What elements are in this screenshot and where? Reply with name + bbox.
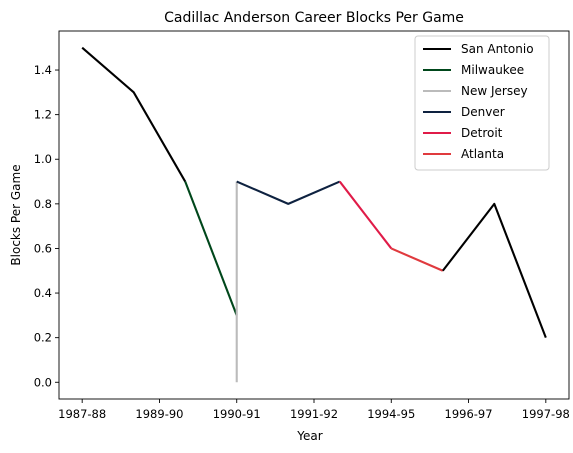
y-tick-label: 0.2 (34, 331, 52, 345)
y-tick-label: 0.0 (34, 375, 52, 389)
y-tick-label: 1.0 (34, 152, 52, 166)
series-line-0 (81, 46, 187, 183)
legend-label: New Jersey (461, 84, 528, 98)
y-tick-label: 0.4 (34, 286, 52, 300)
y-ticks: 0.0 0.2 0.4 0.6 0.8 1.0 1.2 1.4 (34, 63, 59, 389)
series-line-6 (441, 202, 547, 339)
series-layer (81, 46, 547, 383)
y-tick-label: 1.4 (34, 63, 52, 77)
series-line-4 (338, 180, 393, 250)
legend-label: Milwaukee (461, 63, 524, 77)
x-tick-label: 1989-90 (135, 407, 183, 421)
x-tick-label: 1987-88 (58, 407, 106, 421)
legend-label: San Antonio (461, 42, 534, 56)
x-axis-label: Year (296, 429, 322, 443)
y-axis-label: Blocks Per Game (9, 164, 23, 265)
x-tick-label: 1990-91 (213, 407, 261, 421)
legend-label: Denver (461, 105, 505, 119)
legend-label: Atlanta (461, 147, 504, 161)
series-line-1 (184, 181, 238, 316)
series-line-3 (236, 180, 341, 205)
legend: San Antonio Milwaukee New Jersey Denver Detr… (414, 35, 550, 171)
x-ticks: 1987-88 1989-90 1990-91 1991-92 1994-95 1996-… (58, 399, 570, 421)
series-line-5 (390, 247, 444, 272)
chart-title: Cadillac Anderson Career Blocks Per Game (164, 10, 464, 26)
y-tick-label: 1.2 (34, 108, 52, 122)
x-tick-label: 1997-98 (522, 407, 570, 421)
x-tick-label: 1996-97 (445, 407, 493, 421)
y-tick-label: 0.8 (34, 197, 52, 211)
legend-label: Detroit (461, 126, 503, 140)
x-tick-label: 1994-95 (367, 407, 415, 421)
x-tick-label: 1991-92 (290, 407, 338, 421)
y-tick-label: 0.6 (34, 241, 52, 255)
